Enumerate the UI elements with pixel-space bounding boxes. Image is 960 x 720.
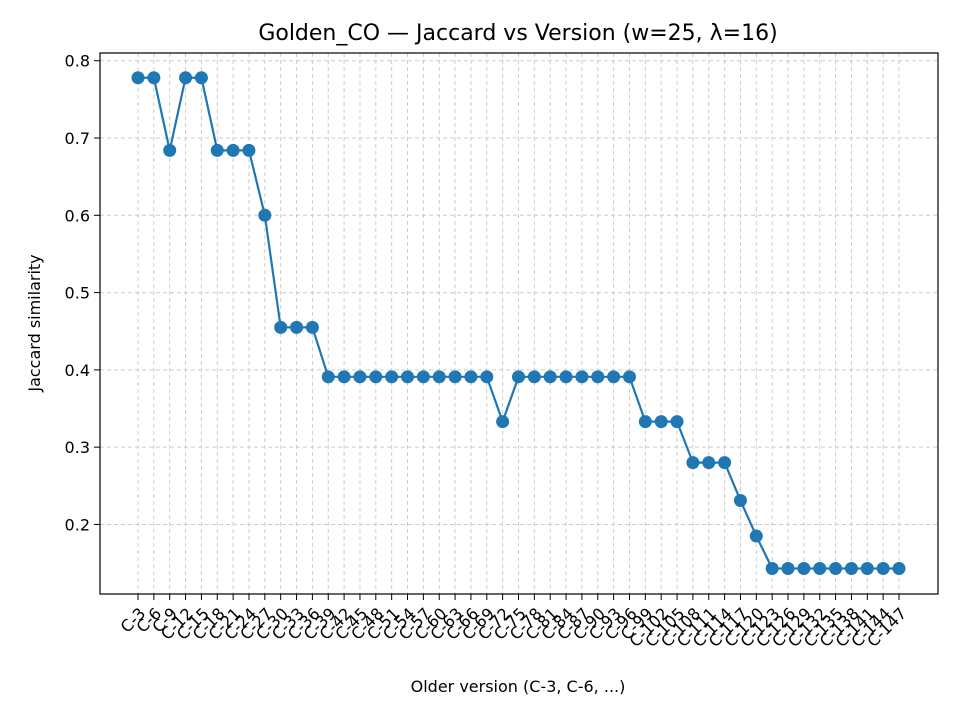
data-point (654, 415, 668, 429)
data-point (369, 370, 383, 384)
data-point (496, 415, 510, 429)
data-point (432, 370, 446, 384)
data-point (305, 320, 319, 334)
data-point (448, 370, 462, 384)
data-point (480, 370, 494, 384)
y-tick-label: 0.2 (65, 515, 90, 534)
data-point (686, 456, 700, 470)
data-point (527, 370, 541, 384)
data-point (131, 71, 145, 85)
data-point (813, 561, 827, 575)
data-point (353, 370, 367, 384)
data-point (274, 320, 288, 334)
data-point (401, 370, 415, 384)
data-point (385, 370, 399, 384)
data-point (258, 208, 272, 222)
data-point (321, 370, 335, 384)
data-point (147, 71, 161, 85)
data-point (179, 71, 193, 85)
y-tick-label: 0.5 (65, 284, 90, 303)
series-line-group (131, 71, 906, 575)
data-point (242, 143, 256, 157)
data-point (337, 370, 351, 384)
y-tick-label: 0.6 (65, 206, 90, 225)
data-point (733, 493, 747, 507)
data-point (876, 561, 890, 575)
data-point (512, 370, 525, 384)
data-point (575, 370, 589, 384)
data-point (559, 370, 573, 384)
y-tick-label: 0.4 (65, 361, 90, 380)
x-axis-label: Older version (C-3, C-6, ...) (411, 677, 626, 696)
data-point (844, 561, 858, 575)
data-point (765, 561, 779, 575)
data-point (226, 143, 240, 157)
data-point (290, 320, 304, 334)
data-point (781, 561, 795, 575)
y-axis-ticks: 0.2 0.3 0.4 0.5 0.6 0.7 0.8 (65, 52, 100, 534)
data-point (670, 415, 684, 429)
data-point (702, 456, 716, 470)
y-tick-label: 0.8 (65, 52, 90, 71)
data-point (210, 143, 224, 157)
data-point (829, 561, 843, 575)
data-point (416, 370, 430, 384)
y-tick-label: 0.7 (65, 129, 90, 148)
grid (100, 53, 938, 594)
data-point (622, 370, 636, 384)
data-point (464, 370, 478, 384)
chart-title: Golden_CO — Jaccard vs Version (w=25, λ=… (258, 21, 777, 46)
data-point (860, 561, 874, 575)
data-point (194, 71, 208, 85)
data-point (892, 561, 906, 575)
data-point (749, 529, 763, 543)
data-point (543, 370, 557, 384)
data-point (607, 370, 621, 384)
data-point (591, 370, 605, 384)
data-point (638, 415, 652, 429)
data-point (163, 143, 177, 157)
y-tick-label: 0.3 (65, 438, 90, 457)
data-point (797, 561, 811, 575)
data-point (718, 456, 732, 470)
y-axis-label: Jaccard similarity (25, 254, 44, 392)
